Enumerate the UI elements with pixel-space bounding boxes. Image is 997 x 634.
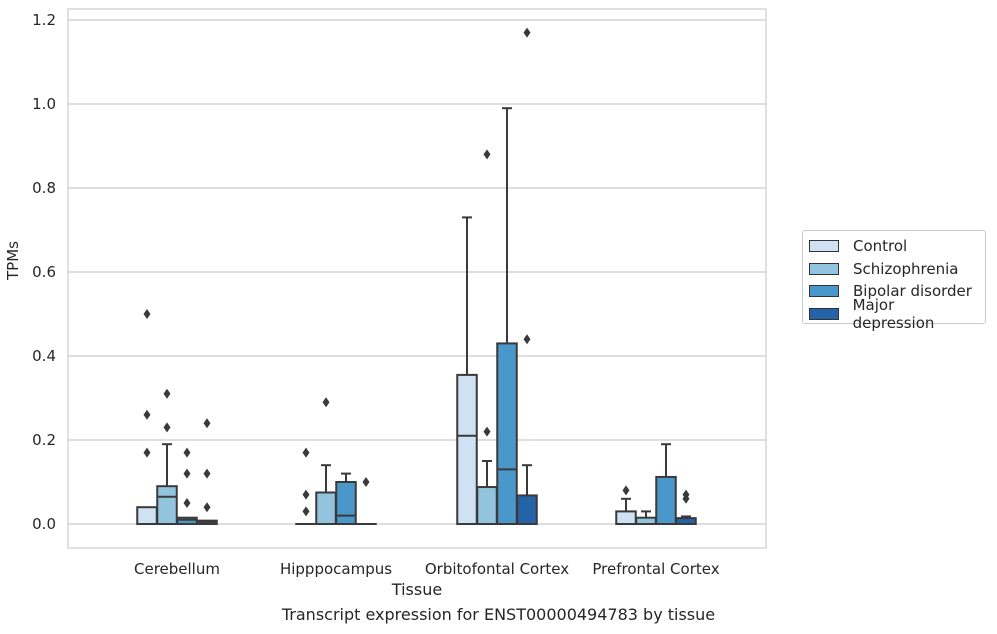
box-body xyxy=(496,342,518,525)
outlier-point xyxy=(483,149,491,160)
box-bipolar-disorder xyxy=(496,107,518,525)
y-tick-label: 1.2 xyxy=(32,11,56,29)
box-schizophrenia xyxy=(635,510,657,526)
outlier-point xyxy=(523,27,531,38)
box-body xyxy=(315,491,337,525)
box-control xyxy=(295,447,317,526)
y-tick-label: 0.4 xyxy=(32,347,56,365)
outlier-point xyxy=(322,397,330,408)
legend-label: Bipolar disorder xyxy=(853,282,972,301)
legend-item: Control xyxy=(809,235,979,258)
outlier-point xyxy=(203,468,211,479)
outlier-point xyxy=(203,502,211,513)
legend-swatch xyxy=(809,262,839,275)
outlier-point xyxy=(163,388,171,399)
plot-frame xyxy=(67,8,767,549)
outlier-point xyxy=(302,447,310,458)
legend-item: Major depression xyxy=(809,296,979,332)
box-schizophrenia xyxy=(476,149,498,526)
legend-label: Schizophrenia xyxy=(853,259,959,278)
boxes-layer xyxy=(136,27,697,526)
outlier-point xyxy=(183,468,191,479)
y-tick-label: 0.0 xyxy=(32,515,56,533)
box-bipolar-disorder xyxy=(176,447,198,526)
outlier-point xyxy=(143,409,151,420)
box-body xyxy=(136,506,158,526)
legend-swatch xyxy=(809,307,839,320)
y-tick-labels: 0.0 0.2 0.4 0.6 0.8 1.0 1.2 xyxy=(32,11,56,533)
legend-label: Major depression xyxy=(852,295,935,332)
legend-item: Bipolar disorder xyxy=(809,280,979,303)
x-tick-label: Hipppocampus xyxy=(280,560,392,578)
outlier-point xyxy=(622,485,630,496)
outlier-point xyxy=(143,309,151,319)
y-axis-label: TPMs xyxy=(4,241,22,280)
box-body xyxy=(615,510,637,525)
outlier-point xyxy=(203,418,211,429)
outlier-point xyxy=(183,498,191,508)
x-tick-labels: Cerebellum Hipppocampus Orbitofontal Corte… xyxy=(134,560,720,578)
y-tick-label: 0.8 xyxy=(32,179,56,197)
legend-swatch xyxy=(809,240,839,253)
box-major-depression xyxy=(355,477,377,526)
box-major-depression xyxy=(675,489,697,525)
y-tick-label: 1.0 xyxy=(32,95,56,113)
grid-lines xyxy=(68,19,766,525)
x-tick-label: Prefrontal Cortex xyxy=(592,560,719,578)
box-body xyxy=(516,494,538,526)
legend: Control Schizophrenia Bipolar disorder Majo… xyxy=(802,230,986,332)
box-body xyxy=(335,481,357,525)
box-control xyxy=(136,309,158,526)
box-body xyxy=(176,516,198,526)
y-tick-label: 0.2 xyxy=(32,431,56,449)
outlier-point xyxy=(682,493,690,504)
outlier-point xyxy=(143,447,151,458)
box-schizophrenia xyxy=(156,388,178,526)
outlier-point xyxy=(362,477,370,487)
box-schizophrenia xyxy=(315,397,337,525)
x-tick-label: Cerebellum xyxy=(134,560,220,578)
outlier-point xyxy=(523,334,531,345)
outlier-point xyxy=(302,489,310,500)
y-tick-label: 0.6 xyxy=(32,263,56,281)
box-body xyxy=(456,373,478,525)
box-body xyxy=(156,485,178,526)
legend-label: Control xyxy=(853,237,908,256)
outlier-point xyxy=(302,506,310,517)
box-control xyxy=(615,485,637,525)
box-bipolar-disorder xyxy=(335,472,357,525)
box-body xyxy=(476,486,498,526)
chart-caption: Transcript expression for ENST0000049478… xyxy=(281,605,716,624)
outlier-point xyxy=(183,447,191,458)
box-body xyxy=(655,475,677,525)
x-axis-label: Tissue xyxy=(391,580,442,599)
box-bipolar-disorder xyxy=(655,443,677,525)
box-control xyxy=(456,216,478,525)
x-tick-label: Orbitofontal Cortex xyxy=(425,560,569,578)
box-major-depression xyxy=(516,27,538,526)
legend-swatch xyxy=(809,285,839,298)
outlier-point xyxy=(483,426,491,437)
outlier-point xyxy=(163,422,171,433)
box-major-depression xyxy=(196,418,218,526)
legend-item: Schizophrenia xyxy=(809,258,979,281)
